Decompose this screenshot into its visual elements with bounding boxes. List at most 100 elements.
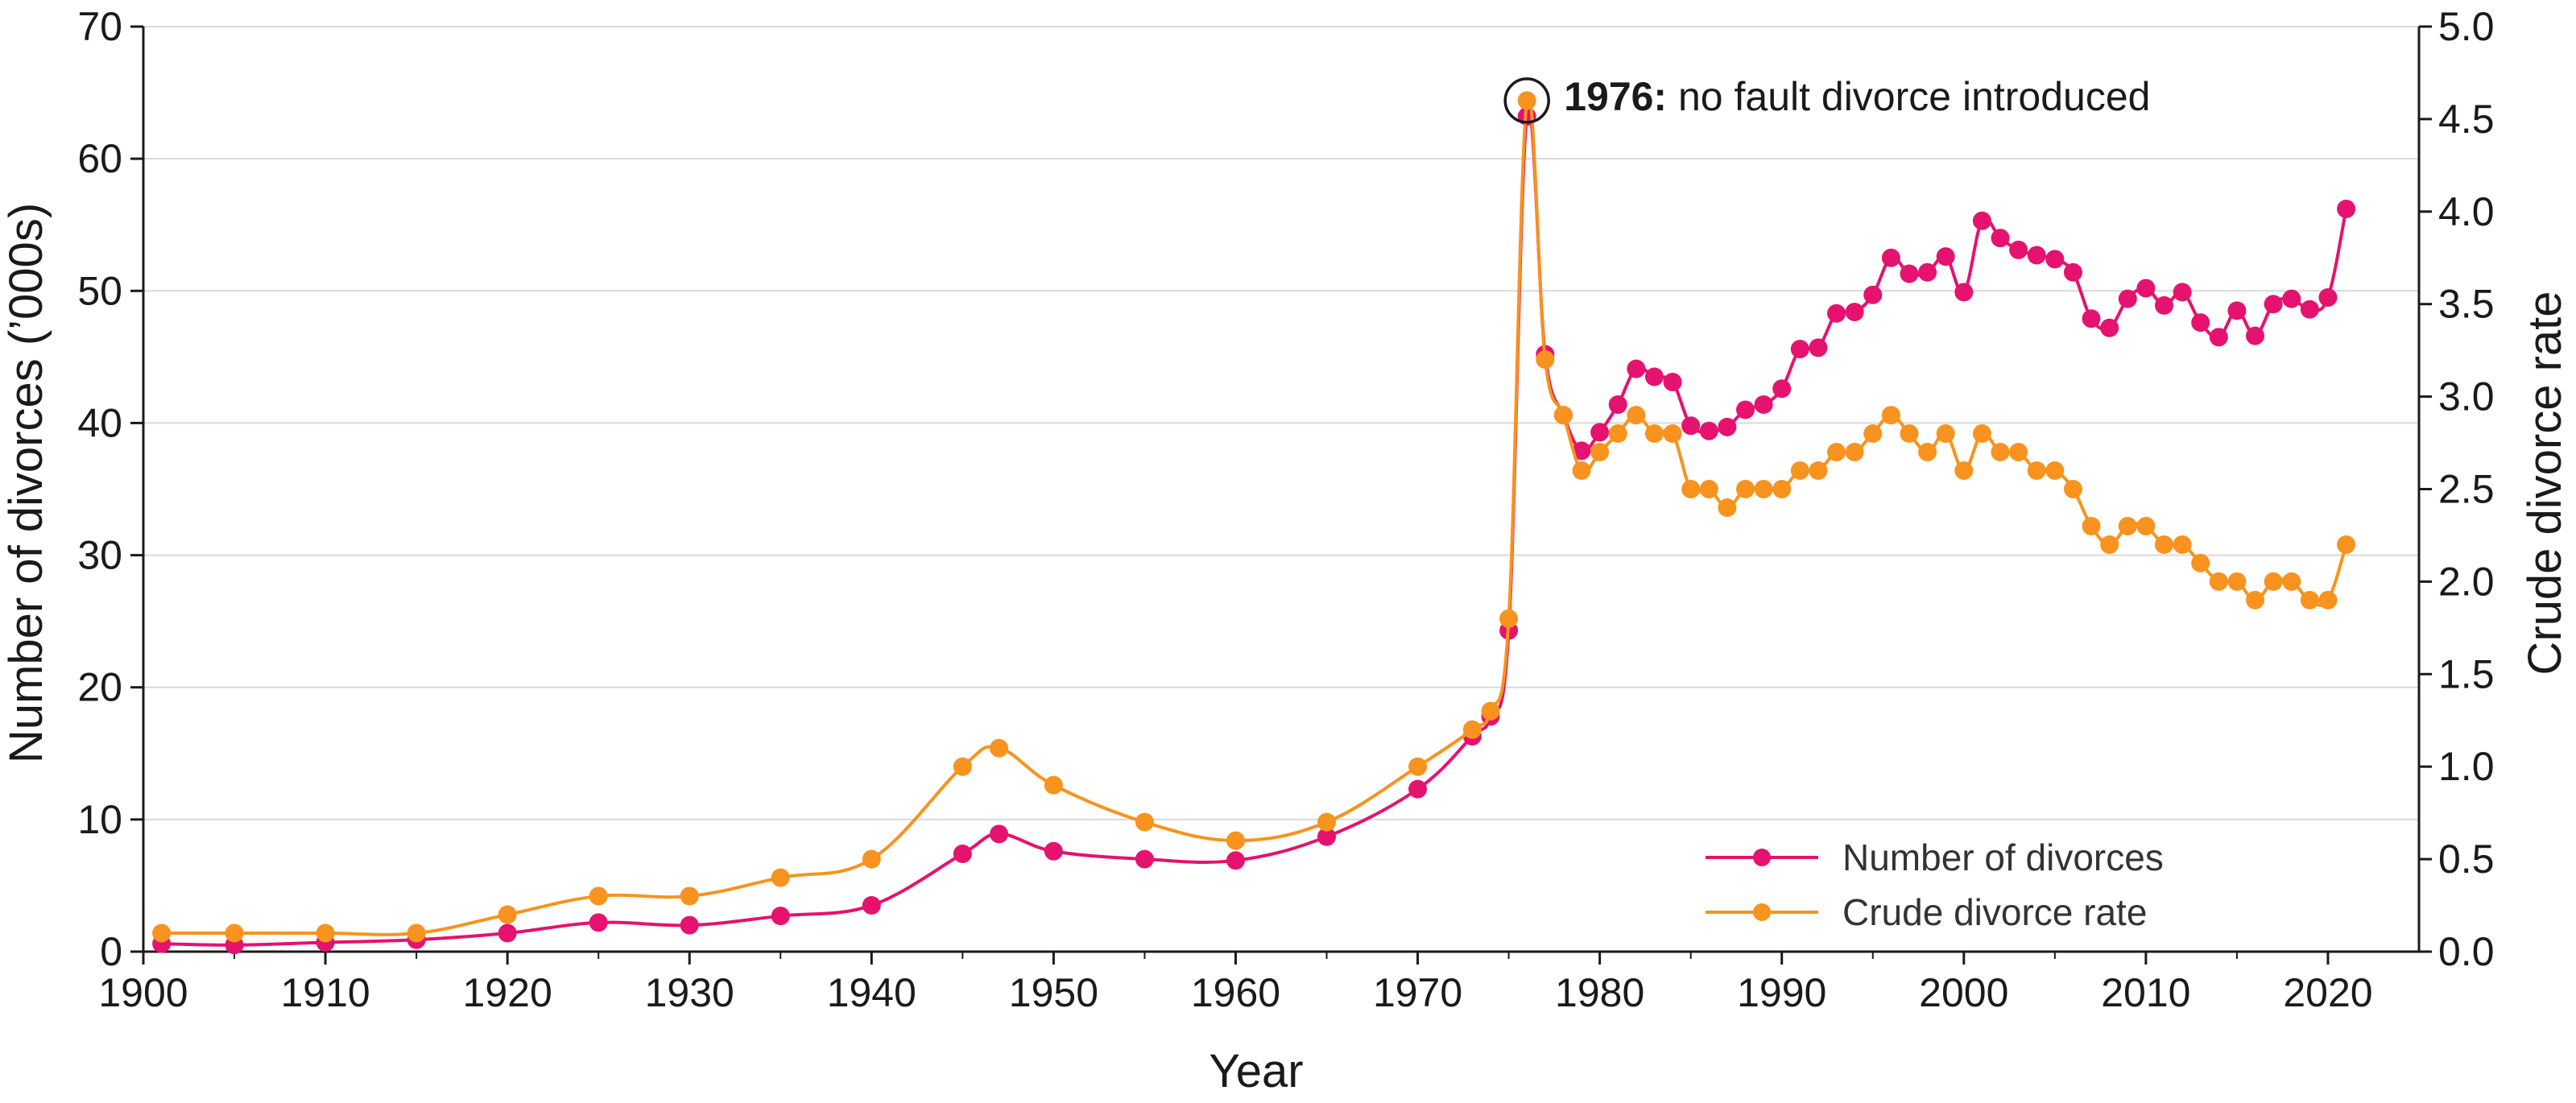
point-rate-2015 [2227, 572, 2247, 591]
point-divorces-1945 [953, 845, 972, 864]
point-rate-1997 [1900, 424, 1919, 444]
point-divorces-2010 [2136, 279, 2156, 298]
point-divorces-2004 [2027, 246, 2046, 265]
left-y-tick-label-70: 70 [77, 4, 122, 49]
point-rate-1986 [1699, 480, 1718, 498]
point-divorces-2015 [2227, 301, 2247, 320]
point-rate-1996 [1881, 406, 1900, 425]
x-axis-ticks: 1900 1910 1920 1930 1940 1950 1960 1970 1980 1990… [98, 952, 2373, 1015]
point-rate-2007 [2082, 516, 2101, 535]
left-y-tick-label-40: 40 [77, 400, 122, 445]
point-rate-1901 [152, 923, 172, 943]
x-tick-label-1940: 1940 [827, 970, 916, 1015]
left-y-tick-label-50: 50 [77, 268, 122, 313]
point-rate-1994 [1845, 443, 1864, 462]
right-y-axis-title: Crude divorce rate [2519, 291, 2571, 675]
point-rate-2013 [2191, 553, 2210, 572]
legend-marker-divorces [1753, 849, 1771, 866]
point-rate-2000 [1954, 461, 1974, 481]
legend: Number of divorces Crude divorce rate [1706, 837, 2164, 933]
point-rate-1935 [771, 868, 790, 887]
point-rate-1999 [1936, 424, 1955, 444]
point-divorces-1940 [862, 896, 881, 915]
point-divorces-1989 [1754, 395, 1773, 414]
point-divorces-1960 [1226, 851, 1245, 870]
point-divorces-2007 [2082, 309, 2101, 328]
point-rate-1955 [1135, 812, 1154, 832]
x-tick-label-2000: 2000 [1919, 970, 2008, 1015]
point-divorces-2002 [1991, 229, 2010, 248]
point-divorces-2018 [2282, 289, 2301, 308]
point-divorces-2017 [2264, 295, 2283, 314]
point-divorces-2001 [1972, 211, 1991, 230]
grid-lines [143, 26, 2419, 820]
point-divorces-1988 [1736, 400, 1755, 419]
x-tick-label-1990: 1990 [1737, 970, 1826, 1015]
point-rate-2020 [2318, 590, 2338, 609]
point-divorces-1999 [1936, 247, 1955, 266]
point-rate-1910 [316, 923, 335, 943]
point-rate-1925 [589, 886, 608, 906]
point-rate-2001 [1972, 424, 1991, 444]
right-y-tick-label-1.5: 1.5 [2438, 651, 2495, 696]
point-rate-1920 [498, 905, 517, 924]
point-rate-1947 [990, 738, 1009, 758]
point-rate-1930 [680, 886, 699, 906]
series-number-of-divorces [152, 107, 2356, 955]
point-rate-1950 [1044, 775, 1063, 795]
x-tick-label-2010: 2010 [2101, 970, 2190, 1015]
x-tick-label-1900: 1900 [98, 970, 188, 1015]
point-divorces-2008 [2100, 318, 2119, 337]
point-divorces-2014 [2209, 328, 2228, 347]
point-divorces-2000 [1954, 283, 1974, 302]
point-rate-1973 [1462, 720, 1482, 739]
point-rate-2014 [2209, 572, 2228, 591]
point-divorces-1998 [1918, 262, 1937, 282]
point-divorces-1996 [1881, 248, 1900, 267]
legend-marker-rate [1753, 903, 1771, 921]
point-rate-1993 [1827, 443, 1846, 462]
point-rate-1992 [1809, 461, 1828, 481]
point-rate-1975 [1499, 609, 1519, 628]
point-rate-1991 [1790, 461, 1809, 481]
point-rate-1998 [1918, 443, 1937, 462]
point-rate-2004 [2027, 461, 2046, 481]
x-tick-label-2020: 2020 [2283, 970, 2372, 1015]
point-rate-1985 [1681, 480, 1701, 498]
point-divorces-1970 [1408, 779, 1428, 799]
point-rate-1977 [1536, 350, 1555, 370]
point-divorces-1979 [1572, 441, 1591, 461]
left-y-tick-label-10: 10 [77, 797, 122, 842]
point-rate-1965 [1317, 812, 1337, 832]
line-rate [161, 93, 2348, 936]
point-divorces-1982 [1627, 359, 1646, 378]
point-rate-1974 [1481, 701, 1500, 721]
point-divorces-2006 [2063, 262, 2082, 282]
point-rate-1940 [862, 849, 881, 869]
x-tick-label-1980: 1980 [1555, 970, 1644, 1015]
x-axis-title: Year [1209, 1045, 1303, 1097]
right-y-tick-label-4.5: 4.5 [2438, 97, 2495, 142]
point-divorces-1995 [1863, 285, 1883, 304]
point-divorces-1990 [1772, 379, 1792, 399]
point-rate-2018 [2282, 572, 2301, 591]
left-y-tick-label-20: 20 [77, 665, 122, 710]
point-divorces-2021 [2337, 200, 2356, 219]
point-rate-2006 [2063, 480, 2082, 498]
point-rate-1990 [1772, 480, 1792, 498]
point-rate-1981 [1608, 424, 1627, 444]
point-rate-2021 [2337, 535, 2356, 554]
x-tick-label-1960: 1960 [1191, 970, 1280, 1015]
x-tick-label-1970: 1970 [1373, 970, 1462, 1015]
right-y-tick-label-0.0: 0.0 [2438, 929, 2495, 974]
left-y-tick-label-0: 0 [100, 929, 122, 974]
annotation-label: 1976: no fault divorce introduced [1564, 74, 2150, 119]
point-rate-2016 [2246, 590, 2265, 609]
right-y-tick-label-5.0: 5.0 [2438, 4, 2495, 49]
point-rate-2019 [2300, 590, 2319, 609]
point-divorces-1955 [1135, 849, 1154, 869]
point-rate-1989 [1754, 480, 1773, 498]
point-rate-1995 [1863, 424, 1883, 444]
point-rate-1970 [1408, 757, 1428, 776]
point-rate-1980 [1590, 443, 1610, 462]
